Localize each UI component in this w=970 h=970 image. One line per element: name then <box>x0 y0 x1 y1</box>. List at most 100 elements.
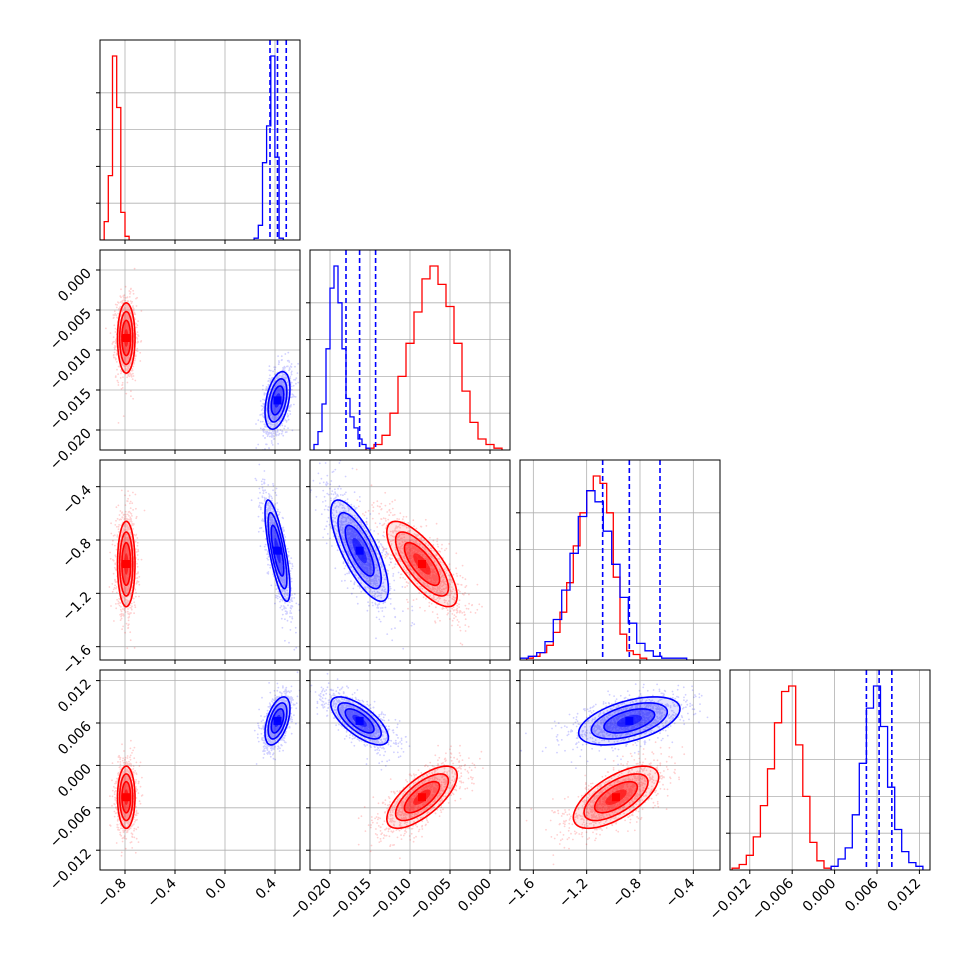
sample-point <box>280 394 283 397</box>
sample-point <box>134 604 136 607</box>
sample-point <box>381 555 384 557</box>
sample-point <box>294 378 297 381</box>
sample-point <box>124 575 127 578</box>
sample-point <box>269 410 271 412</box>
sample-point <box>127 511 130 513</box>
sample-point <box>135 507 137 510</box>
sample-point <box>129 606 132 609</box>
sample-point <box>125 349 128 352</box>
sample-point <box>272 370 275 373</box>
sample-point <box>432 578 435 580</box>
sample-point <box>280 379 282 382</box>
sample-point <box>123 343 125 346</box>
sample-point <box>126 519 129 521</box>
sample-point <box>125 326 128 328</box>
sample-point <box>262 412 264 415</box>
sample-point <box>260 405 263 407</box>
sample-point <box>269 422 272 425</box>
sample-point <box>284 570 286 573</box>
sample-point <box>111 583 114 585</box>
sample-point <box>123 346 126 349</box>
sample-point <box>122 625 124 628</box>
sample-point <box>124 591 127 593</box>
sample-point <box>280 563 283 566</box>
sample-point <box>116 368 118 371</box>
sample-point <box>279 420 281 423</box>
sample-point <box>276 382 279 385</box>
y-tick-label: −0.020 <box>47 426 95 474</box>
sample-point <box>419 578 422 580</box>
sample-point <box>280 578 283 581</box>
sample-point <box>437 586 439 589</box>
sample-point <box>281 381 284 383</box>
sample-point <box>123 345 126 348</box>
sample-point <box>124 591 126 594</box>
sample-point <box>260 480 263 483</box>
sample-point <box>122 528 125 531</box>
sample-point <box>436 597 439 600</box>
sample-point <box>289 629 292 631</box>
sample-point <box>123 307 126 309</box>
sample-point <box>125 587 128 590</box>
sample-point <box>261 388 264 391</box>
p0_blue-histogram <box>253 55 284 240</box>
sample-point <box>277 376 280 379</box>
sample-point <box>278 381 281 384</box>
sample-point <box>125 346 128 349</box>
sample-point <box>268 369 271 372</box>
sample-point <box>120 518 123 521</box>
sample-point <box>105 327 107 330</box>
sample-point <box>130 520 133 523</box>
sample-point <box>273 409 276 412</box>
sample-point <box>122 295 125 297</box>
sample-point <box>415 546 417 549</box>
sample-point <box>258 502 261 504</box>
sample-point <box>115 338 117 341</box>
sample-point <box>129 502 131 505</box>
sample-point <box>271 516 273 519</box>
sample-point <box>130 302 133 304</box>
sample-point <box>362 513 364 515</box>
sample-point <box>123 549 126 552</box>
sample-point <box>136 340 139 343</box>
sample-point <box>270 432 273 435</box>
sample-point <box>284 577 287 580</box>
sample-point <box>124 315 127 317</box>
sample-point <box>279 576 282 579</box>
sample-point <box>143 509 146 512</box>
sample-point <box>264 543 267 546</box>
sample-point <box>132 491 134 494</box>
sample-point <box>124 546 127 549</box>
sample-point <box>457 583 460 586</box>
sample-point <box>123 587 126 590</box>
sample-point <box>131 300 134 303</box>
sample-point <box>130 313 133 315</box>
sample-point <box>126 349 129 351</box>
sample-point <box>135 591 137 594</box>
sample-point <box>288 560 291 563</box>
sample-point <box>267 493 270 495</box>
sample-point <box>272 531 275 534</box>
sample-point <box>122 299 125 301</box>
sample-point <box>123 587 126 589</box>
sample-point <box>268 506 271 509</box>
sample-point <box>127 306 130 309</box>
sample-point <box>133 313 136 315</box>
sample-point <box>442 591 445 594</box>
sample-point <box>271 518 274 521</box>
sample-point <box>113 566 116 569</box>
sample-point <box>276 390 278 393</box>
sample-point <box>271 522 274 524</box>
sample-point <box>290 607 293 610</box>
sample-point <box>430 549 433 552</box>
sample-point <box>123 539 125 542</box>
sample-point <box>276 410 279 412</box>
sample-point <box>272 522 275 525</box>
sample-point <box>395 549 397 552</box>
sample-point <box>387 533 390 536</box>
sample-point <box>415 567 418 570</box>
sample-point <box>128 308 131 311</box>
sample-point <box>282 579 285 582</box>
sample-point <box>272 416 275 419</box>
sample-point <box>290 370 293 373</box>
